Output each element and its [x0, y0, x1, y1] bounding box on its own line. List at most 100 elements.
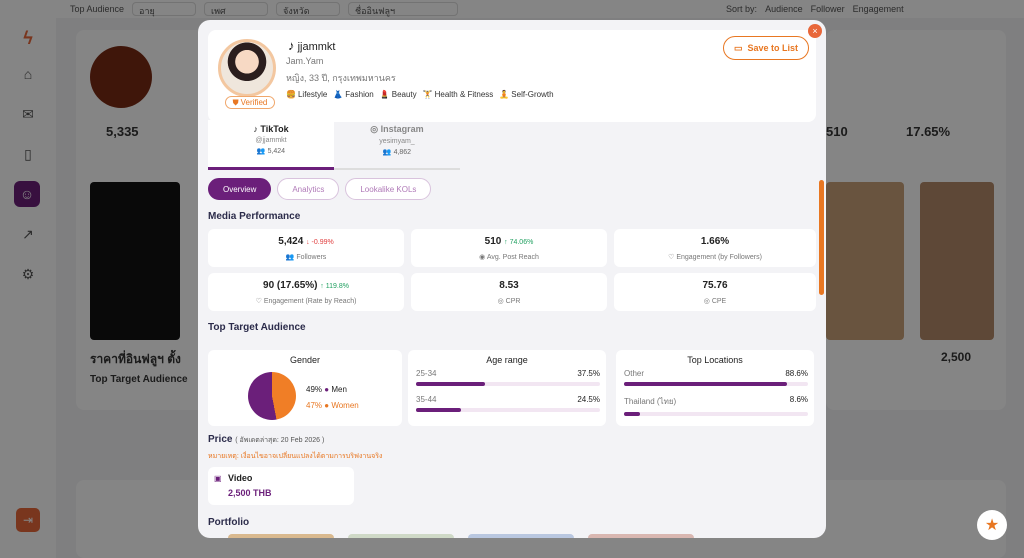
meditation-icon: 🧘: [499, 90, 510, 99]
price-updated: ( อัพเดตล่าสุด: 20 Feb 2026 ): [235, 437, 325, 444]
avatar: [218, 39, 276, 97]
row-label: 25-34: [416, 369, 437, 378]
trending-icon[interactable]: ↗: [22, 225, 34, 242]
kol-card-left[interactable]: 5,335 ราคาที่อินฟลูฯ ตั้ง Top Target Aud…: [76, 30, 206, 410]
tab-instagram[interactable]: ◎ Instagram yesimyam_ 👥 4,862: [334, 120, 460, 170]
dumbbell-icon: 🏋: [422, 90, 433, 99]
portfolio-thumbnail[interactable]: [90, 182, 180, 340]
portfolio-thumbnail[interactable]: [588, 534, 694, 538]
tag-label: Beauty: [391, 90, 417, 99]
close-icon[interactable]: ×: [808, 24, 822, 38]
stat-avg-reach: 510 ↑ 74.06% ◉ Avg. Post Reach: [411, 229, 607, 267]
search-input[interactable]: ชื่ออินฟลูฯ: [348, 2, 459, 16]
heart-icon: ♡: [668, 254, 675, 261]
stat-value: 1.66%: [700, 236, 730, 247]
heart-icon: ♡: [255, 298, 262, 305]
stat-label: Avg. Post Reach: [486, 254, 539, 261]
tab-overview[interactable]: Overview: [208, 178, 272, 200]
men-label: Men: [331, 385, 347, 394]
tab-lookalike-kols[interactable]: Lookalike KOLs: [345, 178, 432, 200]
count-value: 4,862: [393, 149, 412, 156]
price-card-video: ▣ Video 2,500 THB: [208, 467, 354, 505]
portfolio-thumbnail[interactable]: [920, 182, 994, 340]
stat-value: 510: [484, 236, 502, 247]
stat-label: Followers: [296, 254, 327, 261]
price-note: หมายเหตุ: เงื่อนไขอาจเปลี่ยนแปลงได้ตามกา…: [208, 453, 383, 460]
gender-select[interactable]: เพศ: [204, 2, 269, 16]
favorite-star-button[interactable]: ★: [977, 510, 1007, 540]
location-fill: [624, 412, 640, 416]
stat-cpe: 75.76 ◎ CPE: [614, 273, 816, 311]
portfolio-thumbnail[interactable]: [348, 534, 454, 538]
tag-health-fitness: 🏋 Health & Fitness: [423, 90, 494, 99]
legend-women: 47% ● Women: [306, 398, 359, 414]
instagram-icon: ◎: [370, 124, 379, 134]
stat-cpr: 8.53 ◎ CPR: [411, 273, 607, 311]
profile-header: ⛊ Verified ♪ jjammkt Jam.Yam หญิง, 33 ปี,…: [208, 30, 816, 122]
tag-fashion: 👗 Fashion: [333, 90, 373, 99]
dress-icon: 👗: [333, 90, 344, 99]
bookmark-icon[interactable]: ▯: [24, 145, 32, 162]
stat-engagement-followers: 1.66% ♡ Engagement (by Followers): [614, 229, 816, 267]
change-value: 119.8%: [325, 283, 349, 290]
stat-followers: 5,424 ↓ -0.99% 👥 Followers: [208, 229, 404, 267]
users-icon: 👥: [256, 148, 266, 155]
age-select[interactable]: อายุ: [132, 2, 197, 16]
portfolio-thumbnail[interactable]: [826, 182, 904, 340]
avg-reach: 510: [826, 124, 848, 139]
category-tags: 🍔 Lifestyle 👗 Fashion 💄 Beauty 🏋 Health & Fi…: [286, 90, 554, 99]
portfolio-thumbnail[interactable]: [228, 534, 334, 538]
stat-value: 5,424: [278, 236, 304, 247]
stat-label: Engagement (Rate by Reach): [263, 298, 357, 305]
stat-label: CPR: [505, 298, 521, 305]
gender-legend: 49% ● Men 47% ● Women: [306, 382, 359, 414]
filter-bar: Top Audience อายุ เพศ จังหวัด ชื่ออินฟลู…: [56, 0, 1024, 18]
settings-icon[interactable]: ⚙: [21, 265, 35, 282]
audience-title: Top Target Audience: [90, 374, 188, 385]
gender-title: Gender: [289, 355, 321, 365]
row-label: Thailand (ไทย): [624, 397, 677, 406]
lipstick-icon: 💄: [379, 90, 390, 99]
modal-scrollbar[interactable]: [819, 180, 824, 295]
users-icon[interactable]: ☺: [14, 181, 40, 207]
tab-tiktok[interactable]: ♪ TikTok @jjammkt 👥 5,424: [208, 120, 334, 170]
row-label: Other: [624, 369, 645, 378]
audience-filter-label[interactable]: Top Audience: [70, 4, 125, 14]
sort-audience[interactable]: Audience: [765, 4, 803, 14]
age-row: 25-34 37.5%: [416, 369, 600, 386]
subtabs: Overview Analytics Lookalike KOLs: [208, 178, 432, 200]
price-value: 2,500: [941, 350, 972, 364]
change-up: ↑ 74.06%: [504, 239, 534, 246]
kol-card-right[interactable]: 510 17.65% 2,500: [826, 30, 1006, 410]
change-value: -0.99%: [311, 239, 334, 246]
tag-self-growth: 🧘 Self-Growth: [499, 90, 553, 99]
tab-analytics[interactable]: Analytics: [277, 178, 340, 200]
sort-follower[interactable]: Follower: [810, 4, 845, 14]
logout-icon[interactable]: ⇥: [16, 508, 40, 532]
change-value: 74.06%: [509, 239, 534, 246]
users-icon: 👥: [382, 149, 392, 156]
sort-label: Sort by:: [726, 4, 758, 14]
locations-card: Top Locations Other 88.6% Thailand (ไทย) 8…: [616, 350, 814, 426]
platform-handle: yesimyam_: [379, 138, 415, 145]
save-to-list-button[interactable]: ▭ Save to List: [723, 36, 809, 60]
women-label: Women: [331, 401, 359, 410]
logo-icon: ϟ: [23, 27, 33, 48]
megaphone-icon[interactable]: ✉: [22, 105, 34, 122]
province-select[interactable]: จังหวัด: [276, 2, 341, 16]
row-value: 88.6%: [785, 369, 808, 378]
followers-count: 5,335: [106, 124, 139, 139]
stat-label: Engagement (by Followers): [676, 254, 762, 261]
home-icon[interactable]: ⌂: [23, 66, 33, 82]
username-text: jjammkt: [297, 41, 336, 53]
avatar: [90, 46, 152, 108]
dot-icon: ●: [324, 401, 330, 410]
tag-label: Fashion: [345, 90, 374, 99]
portfolio-thumbnail[interactable]: [468, 534, 574, 538]
video-icon: ▣: [214, 474, 222, 483]
sort-engagement[interactable]: Engagement: [852, 4, 904, 14]
stat-engagement-reach: 90 (17.65%) ↑ 119.8% ♡ Engagement (Rate …: [208, 273, 404, 311]
row-value: 37.5%: [577, 369, 600, 378]
price-amount: 2,500 THB: [228, 488, 272, 498]
price-type: Video: [228, 473, 253, 483]
